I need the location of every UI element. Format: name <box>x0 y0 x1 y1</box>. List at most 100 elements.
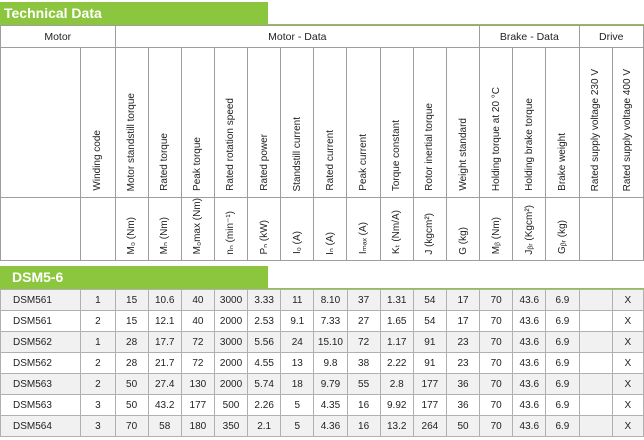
table-cell: 6.9 <box>545 352 580 374</box>
table-cell: 2.8 <box>379 373 414 395</box>
table-cell: 23 <box>445 352 481 374</box>
table-cell: 6.9 <box>545 331 580 353</box>
table-cell: 21.7 <box>147 352 182 374</box>
table-row: DSM562 1 28 17.7 72 3000 5.56 24 15.10 72 1.17 91 23… <box>0 331 644 353</box>
col-winding-code: Winding code <box>80 47 116 198</box>
table-cell: 50 <box>114 373 149 395</box>
table-cell: 55 <box>346 373 381 395</box>
table-cell: 5.74 <box>247 373 282 395</box>
table-cell: X <box>611 289 644 311</box>
col-standstill-torque: Motor standstill torque <box>114 47 149 198</box>
table-cell: 177 <box>412 373 447 395</box>
table-cell: 70 <box>479 373 514 395</box>
unit-standstill-current: I₀ (A) <box>280 196 315 262</box>
table-cell: 1.65 <box>379 310 414 332</box>
table-cell: 4.55 <box>247 352 282 374</box>
table-cell: 2.26 <box>247 394 282 416</box>
table-cell: 2 <box>80 373 116 395</box>
table-cell: 6.9 <box>545 415 580 437</box>
table-cell: 9.92 <box>379 394 414 416</box>
table-cell: 13.2 <box>379 415 414 437</box>
table-cell: X <box>611 415 644 437</box>
table-row: DSM563 2 50 27.4 130 2000 5.74 18 9.79 55 2.8 177 36… <box>0 373 644 395</box>
table-cell: 4.35 <box>313 394 348 416</box>
header-table: Motor Motor - Data Brake - Data Drive Wi… <box>0 25 644 262</box>
unit-weight: G (kg) <box>445 196 481 262</box>
table-cell: 72 <box>346 331 381 353</box>
table-cell: 6.9 <box>545 394 580 416</box>
table-cell: 43.6 <box>512 289 547 311</box>
table-cell: 27.4 <box>147 373 182 395</box>
table-cell: 2 <box>80 352 116 374</box>
col-rated-current: Rated current <box>313 47 348 198</box>
table-cell: 11 <box>280 289 315 311</box>
table-cell <box>578 373 613 395</box>
table-cell: 17.7 <box>147 331 182 353</box>
table-cell: 50 <box>445 415 481 437</box>
col-rated-torque: Rated torque <box>147 47 182 198</box>
table-row: DSM562 2 28 21.7 72 2000 4.55 13 9.8 38 2.22 91 23 70… <box>0 352 644 374</box>
table-cell: 2.53 <box>247 310 282 332</box>
table-cell: 350 <box>213 415 249 437</box>
table-cell: 70 <box>479 331 514 353</box>
table-cell: 180 <box>180 415 215 437</box>
unit-name-cell <box>0 196 82 262</box>
data-table: DSM561 1 15 10.6 40 3000 3.33 11 8.10 37 1.31 54 17 7… <box>0 289 644 437</box>
motor-name-cell: DSM564 <box>0 415 82 437</box>
table-cell: 15 <box>114 289 149 311</box>
table-cell: 58 <box>147 415 182 437</box>
table-cell: 54 <box>412 289 447 311</box>
table-cell <box>578 415 613 437</box>
motor-name-cell: DSM561 <box>0 310 82 332</box>
table-cell: 27 <box>346 310 381 332</box>
table-cell: 40 <box>180 310 215 332</box>
table-row: DSM561 2 15 12.1 40 2000 2.53 9.1 7.33 27 1.65 54 17… <box>0 310 644 332</box>
col-rotor-inertia: Rotor inertial torque <box>412 47 447 198</box>
table-cell: 10.6 <box>147 289 182 311</box>
table-cell: 16 <box>346 394 381 416</box>
table-cell: 36 <box>445 394 481 416</box>
table-cell: 2 <box>80 310 116 332</box>
col-rated-power: Rated power <box>247 47 282 198</box>
table-row: DSM561 1 15 10.6 40 3000 3.33 11 8.10 37 1.31 54 17 7… <box>0 289 644 311</box>
unit-voltage-230 <box>578 196 613 262</box>
table-cell: 40 <box>180 289 215 311</box>
table-cell: 43.6 <box>512 394 547 416</box>
table-cell: 5 <box>280 394 315 416</box>
table-cell: 70 <box>479 394 514 416</box>
table-cell: 43.6 <box>512 331 547 353</box>
col-brake-weight: Brake weight <box>545 47 580 198</box>
table-cell: 2000 <box>213 310 249 332</box>
table-cell <box>578 331 613 353</box>
col-peak-current: Peak current <box>346 47 381 198</box>
table-cell: 70 <box>479 415 514 437</box>
table-cell: 54 <box>412 310 447 332</box>
table-cell: 23 <box>445 331 481 353</box>
unit-torque-constant: Kₜ (Nm/A) <box>379 196 414 262</box>
subsection-title: DSM5-6 <box>0 266 268 288</box>
col-rated-speed: Rated rotation speed <box>213 47 249 198</box>
table-row: DSM563 3 50 43.2 177 500 2.26 5 4.35 16 9.92 177 36 7… <box>0 394 644 416</box>
table-cell: 5.56 <box>247 331 282 353</box>
table-cell: 28 <box>114 331 149 353</box>
col-holding-torque: Holding torque at 20 °C <box>479 47 514 198</box>
table-cell: 6.9 <box>545 310 580 332</box>
table-cell <box>578 394 613 416</box>
table-cell: 3 <box>80 415 116 437</box>
motor-name-cell: DSM561 <box>0 289 82 311</box>
table-cell: 177 <box>180 394 215 416</box>
motor-name-cell: DSM563 <box>0 394 82 416</box>
unit-rated-current: Iₙ (A) <box>313 196 348 262</box>
table-cell: 500 <box>213 394 249 416</box>
table-cell: 7.33 <box>313 310 348 332</box>
table-cell: 28 <box>114 352 149 374</box>
unit-winding-code <box>80 196 116 262</box>
table-cell: 3000 <box>213 331 249 353</box>
table-cell <box>578 352 613 374</box>
table-cell: 3000 <box>213 289 249 311</box>
unit-standstill-torque: M₀ (Nm) <box>114 196 149 262</box>
table-cell: 3 <box>80 394 116 416</box>
table-cell: 1 <box>80 331 116 353</box>
table-cell <box>578 310 613 332</box>
section-title: Technical Data <box>0 2 268 24</box>
